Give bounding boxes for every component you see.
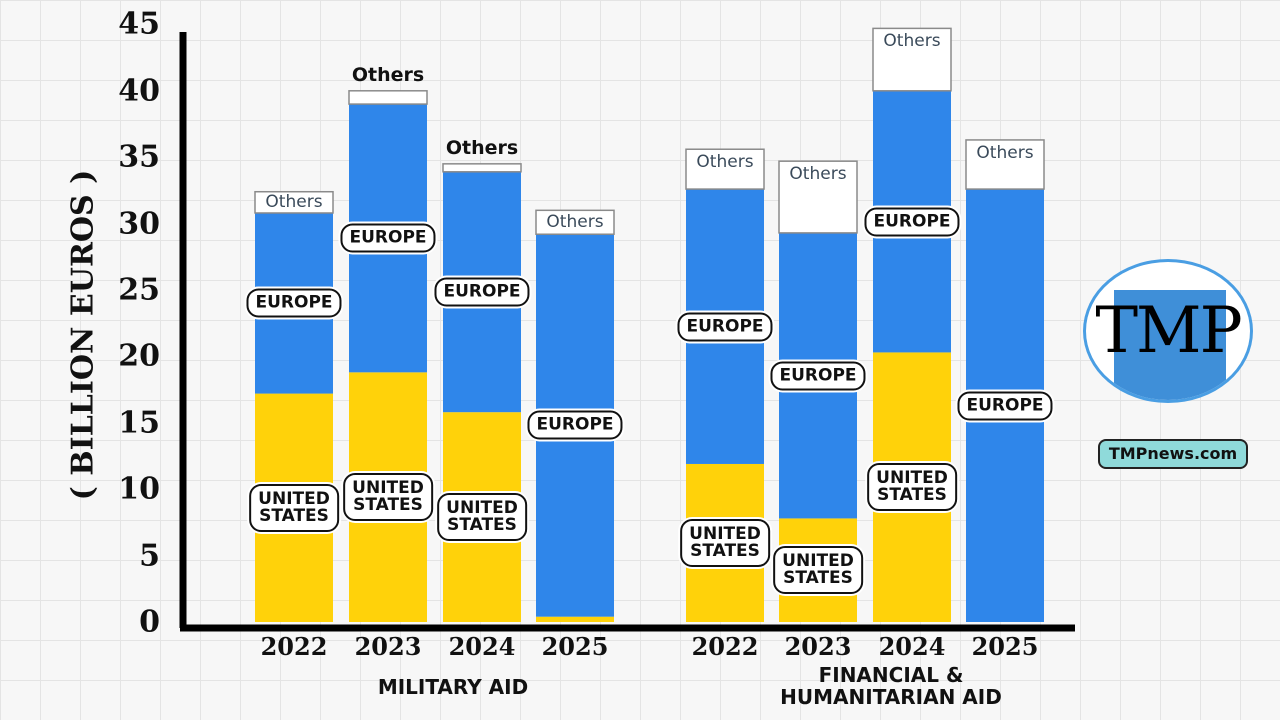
y-tick-label: 30 — [118, 206, 160, 242]
bar-segment-others — [442, 163, 522, 173]
y-tick-label: 10 — [118, 471, 160, 507]
others-label: Others — [789, 164, 847, 185]
europe-label: EUROPE — [957, 391, 1053, 421]
bar-segment-others — [685, 148, 765, 190]
others-label: Others — [445, 136, 519, 159]
y-tick-label: 25 — [118, 272, 160, 308]
bar-segment-others — [254, 190, 334, 214]
y-tick-label: 45 — [118, 6, 160, 42]
others-label: Others — [976, 142, 1034, 163]
others-label: Others — [696, 152, 754, 173]
bar-segment-others — [872, 27, 952, 92]
x-tick-label: 2025 — [971, 632, 1039, 661]
europe-label: EUROPE — [677, 312, 773, 342]
europe-label: EUROPE — [340, 223, 436, 253]
others-label: Others — [883, 31, 941, 52]
europe-label: EUROPE — [864, 207, 960, 237]
bar-segment-others — [965, 139, 1045, 190]
bar-segment-united-states — [536, 616, 614, 622]
site-url-badge: TMPnews.com — [1098, 439, 1248, 469]
x-tick-label: 2023 — [784, 632, 852, 661]
others-label: Others — [351, 63, 425, 86]
x-tick-label: 2022 — [691, 632, 759, 661]
united-states-label: UNITED STATES — [773, 546, 863, 595]
y-axis-title: ( BILLION EUROS ) — [65, 169, 101, 501]
logo-text: TMP — [1095, 294, 1242, 368]
europe-label: EUROPE — [770, 361, 866, 391]
x-tick-label: 2022 — [260, 632, 328, 661]
bar-segment-others — [778, 160, 858, 234]
united-states-label: UNITED STATES — [680, 518, 770, 567]
europe-label: EUROPE — [527, 410, 623, 440]
others-label: Others — [265, 192, 323, 213]
x-tick-label: 2023 — [354, 632, 422, 661]
bar-segment-others — [348, 90, 428, 105]
y-tick-label: 0 — [139, 604, 160, 640]
y-tick-label: 20 — [118, 338, 160, 374]
others-label: Others — [546, 212, 604, 233]
x-tick-label: 2024 — [878, 632, 946, 661]
united-states-label: UNITED STATES — [343, 473, 433, 522]
bars-layer — [254, 27, 1045, 622]
united-states-label: UNITED STATES — [867, 463, 957, 512]
logo-square — [1114, 290, 1226, 400]
tmp-logo: TMP — [1083, 259, 1253, 403]
axes-layer — [179, 32, 1075, 632]
europe-label: EUROPE — [434, 277, 530, 307]
x-tick-label: 2025 — [541, 632, 609, 661]
y-tick-label: 15 — [118, 405, 160, 441]
y-tick-label: 40 — [118, 73, 160, 109]
united-states-label: UNITED STATES — [437, 493, 527, 542]
europe-label: EUROPE — [246, 288, 342, 318]
bar-segment-others — [535, 209, 615, 235]
x-tick-label: 2024 — [448, 632, 516, 661]
group-label: FINANCIAL & HUMANITARIAN AID — [780, 663, 1002, 709]
united-states-label: UNITED STATES — [249, 483, 339, 532]
y-tick-label: 35 — [118, 139, 160, 175]
y-tick-label: 5 — [139, 538, 160, 574]
group-label: MILITARY AID — [377, 675, 529, 699]
